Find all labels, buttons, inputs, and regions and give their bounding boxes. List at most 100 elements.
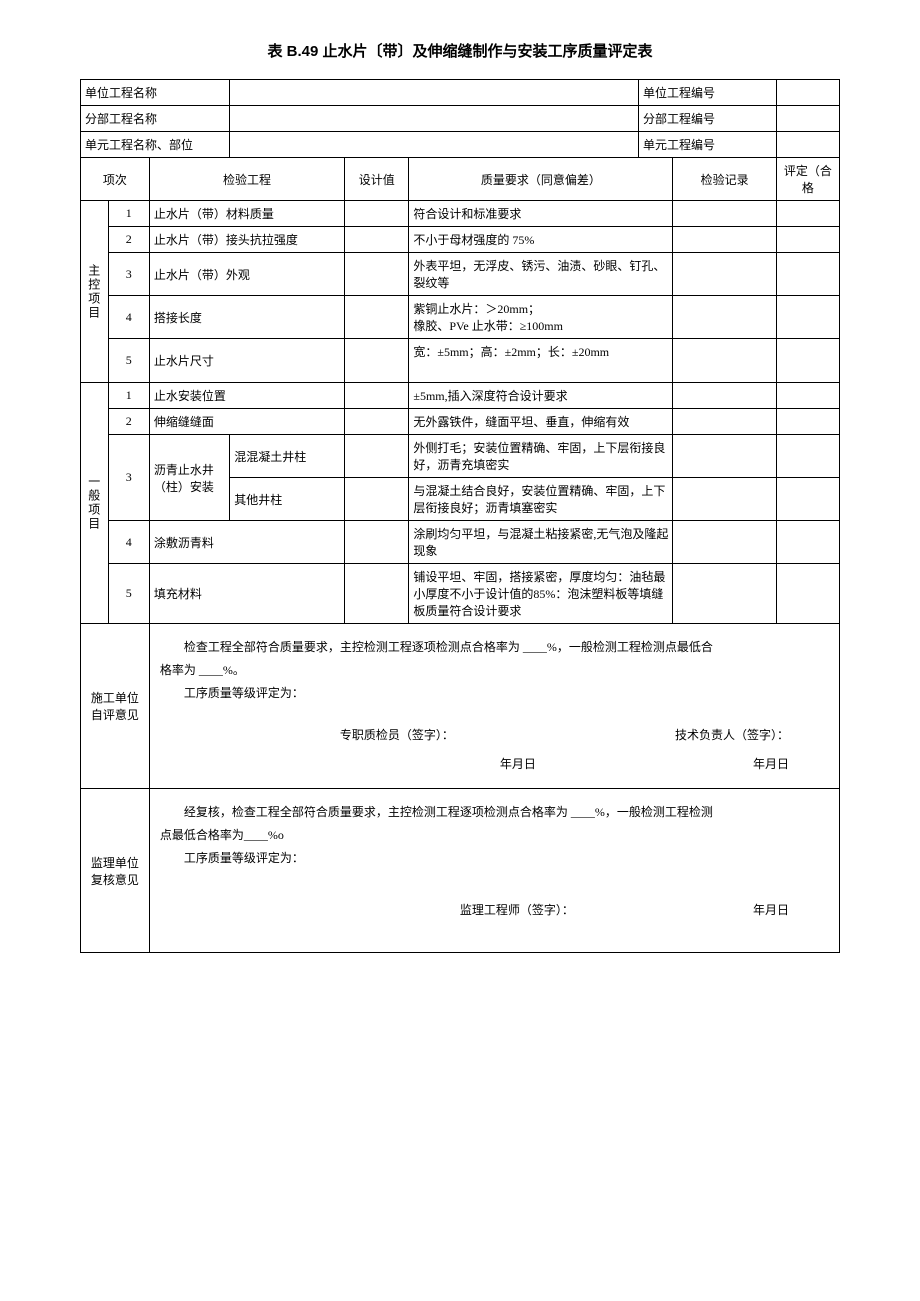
g1-n2: 2 [108, 227, 149, 253]
opinion2-line1: 经复核，检查工程全部符合质量要求，主控检测工程逐项检测点合格率为 ____%，一… [160, 801, 829, 824]
g2-req2: 无外露铁件，缝面平坦、垂直，伸缩有效 [409, 409, 673, 435]
g2-ev3b [776, 478, 839, 521]
g2-ev4 [776, 521, 839, 564]
opinion2-date: 年月日 [753, 899, 789, 922]
opinion1-line1: 检查工程全部符合质量要求，主控检测工程逐项检测点合格率为 ____%，一般检测工… [160, 636, 829, 659]
col-record: 检验记录 [673, 158, 776, 201]
label-elem-name: 单元工程名称、部位 [81, 132, 230, 158]
opinion2-line1b: 点最低合格率为____%o [160, 824, 829, 847]
g1-rec2 [673, 227, 776, 253]
opinion2-content: 经复核，检查工程全部符合质量要求，主控检测工程逐项检测点合格率为 ____%，一… [149, 788, 839, 952]
g1-des3 [345, 253, 409, 296]
g1-req1: 符合设计和标准要求 [409, 201, 673, 227]
g2-req5: 铺设平坦、牢固，搭接紧密，厚度均匀：油毡最小厚度不小于设计值的85%：泡沫塑料板… [409, 564, 673, 624]
g2-des1 [345, 383, 409, 409]
g2-ev3a [776, 435, 839, 478]
g2-n3: 3 [108, 435, 149, 521]
g2-item1: 止水安装位置 [149, 383, 344, 409]
g1-rec5 [673, 339, 776, 383]
g1-rec4 [673, 296, 776, 339]
opinion1-label: 施工单位自评意见 [81, 624, 150, 789]
table-title: 表 B.49 止水片〔带〕及伸缩缝制作与安装工序质量评定表 [80, 40, 840, 61]
val-unit-no [776, 80, 839, 106]
g1-row-4: 4 搭接长度 紫铜止水片：＞20mm； 橡胶、PVe 止水带：≥100mm [81, 296, 840, 339]
g2-ev2 [776, 409, 839, 435]
g2-req1: ±5mm,插入深度符合设计要求 [409, 383, 673, 409]
opinion2-line2: 工序质量等级评定为： [160, 847, 829, 870]
g2-item2: 伸缩缝缝面 [149, 409, 344, 435]
g2-item5: 填充材料 [149, 564, 344, 624]
g1-row-3: 3 止水片（带）外观 外表平坦，无浮皮、锈污、油渍、砂眼、钉孔、裂纹等 [81, 253, 840, 296]
g1-item5: 止水片尺寸 [149, 339, 344, 383]
g1-row-5: 5 止水片尺寸 宽：±5mm；高：±2mm；长：±20mm [81, 339, 840, 383]
g2-rec5 [673, 564, 776, 624]
opinion1-content: 检查工程全部符合质量要求，主控检测工程逐项检测点合格率为 ____%，一般检测工… [149, 624, 839, 789]
g1-req5: 宽：±5mm；高：±2mm；长：±20mm [409, 339, 673, 383]
g1-des4 [345, 296, 409, 339]
g2-rec3a [673, 435, 776, 478]
g2-n1: 1 [108, 383, 149, 409]
g1-item3: 止水片（带）外观 [149, 253, 344, 296]
opinion2-label: 监理单位复核意见 [81, 788, 150, 952]
col-design: 设计值 [345, 158, 409, 201]
g2-item3-sub2: 其他井柱 [230, 478, 345, 521]
g2-n4: 4 [108, 521, 149, 564]
opinion1-line1b: 格率为 ____%。 [160, 659, 829, 682]
g2-rec3b [673, 478, 776, 521]
g2-row-5: 5 填充材料 铺设平坦、牢固，搭接紧密，厚度均匀：油毡最小厚度不小于设计值的85… [81, 564, 840, 624]
g2-row-2: 2 伸缩缝缝面 无外露铁件，缝面平坦、垂直，伸缩有效 [81, 409, 840, 435]
g1-n4: 4 [108, 296, 149, 339]
g1-rec1 [673, 201, 776, 227]
col-seq: 项次 [81, 158, 150, 201]
val-elem-no [776, 132, 839, 158]
g1-n1: 1 [108, 201, 149, 227]
g1-des5 [345, 339, 409, 383]
g2-rec1 [673, 383, 776, 409]
header-row-3: 单元工程名称、部位 单元工程编号 [81, 132, 840, 158]
g2-row-1: 一般项目 1 止水安装位置 ±5mm,插入深度符合设计要求 [81, 383, 840, 409]
g2-des2 [345, 409, 409, 435]
g1-req3: 外表平坦，无浮皮、锈污、油渍、砂眼、钉孔、裂纹等 [409, 253, 673, 296]
opinion1-row: 施工单位自评意见 检查工程全部符合质量要求，主控检测工程逐项检测点合格率为 __… [81, 624, 840, 789]
col-item: 检验工程 [149, 158, 344, 201]
col-header-row: 项次 检验工程 设计值 质量要求（同意偏差） 检验记录 评定（合格 [81, 158, 840, 201]
g1-req2: 不小于母材强度的 75% [409, 227, 673, 253]
label-unit-no: 单位工程编号 [639, 80, 777, 106]
header-row-2: 分部工程名称 分部工程编号 [81, 106, 840, 132]
g1-item4: 搭接长度 [149, 296, 344, 339]
g2-rec4 [673, 521, 776, 564]
evaluation-table: 单位工程名称 单位工程编号 分部工程名称 分部工程编号 单元工程名称、部位 单元… [80, 79, 840, 953]
g2-des5 [345, 564, 409, 624]
col-req: 质量要求（同意偏差） [409, 158, 673, 201]
g1-ev2 [776, 227, 839, 253]
label-unit-name: 单位工程名称 [81, 80, 230, 106]
g2-des3a [345, 435, 409, 478]
g2-item3-sub1: 混混凝土井柱 [230, 435, 345, 478]
g2-item3-main: 沥青止水井（柱）安装 [149, 435, 229, 521]
g2-label: 一般项目 [81, 383, 109, 624]
val-unit-name [230, 80, 639, 106]
opinion1-date2: 年月日 [753, 753, 789, 776]
g2-row-3a: 3 沥青止水井（柱）安装 混混凝土井柱 外侧打毛；安装位置精确、牢固，上下层衔接… [81, 435, 840, 478]
label-div-name: 分部工程名称 [81, 106, 230, 132]
header-row-1: 单位工程名称 单位工程编号 [81, 80, 840, 106]
g2-des3b [345, 478, 409, 521]
g1-req4: 紫铜止水片：＞20mm； 橡胶、PVe 止水带：≥100mm [409, 296, 673, 339]
val-div-no [776, 106, 839, 132]
g1-ev4 [776, 296, 839, 339]
g2-ev1 [776, 383, 839, 409]
label-div-no: 分部工程编号 [639, 106, 777, 132]
g1-des1 [345, 201, 409, 227]
g2-rec2 [673, 409, 776, 435]
g2-req3b: 与混凝土结合良好，安装位置精确、牢固，上下层衔接良好；沥青填塞密实 [409, 478, 673, 521]
g2-row-4: 4 涂敷沥青料 涂刷均匀平坦，与混凝土粘接紧密,无气泡及隆起现象 [81, 521, 840, 564]
col-eval: 评定（合格 [776, 158, 839, 201]
g1-item1: 止水片（带）材料质量 [149, 201, 344, 227]
g1-n3: 3 [108, 253, 149, 296]
opinion1-line2: 工序质量等级评定为： [160, 682, 829, 705]
g2-n2: 2 [108, 409, 149, 435]
g2-req4: 涂刷均匀平坦，与混凝土粘接紧密,无气泡及隆起现象 [409, 521, 673, 564]
g1-ev3 [776, 253, 839, 296]
opinion1-sig1: 专职质检员（签字）： [340, 724, 454, 747]
opinion1-sig2: 技术负责人（签字）： [675, 724, 789, 747]
